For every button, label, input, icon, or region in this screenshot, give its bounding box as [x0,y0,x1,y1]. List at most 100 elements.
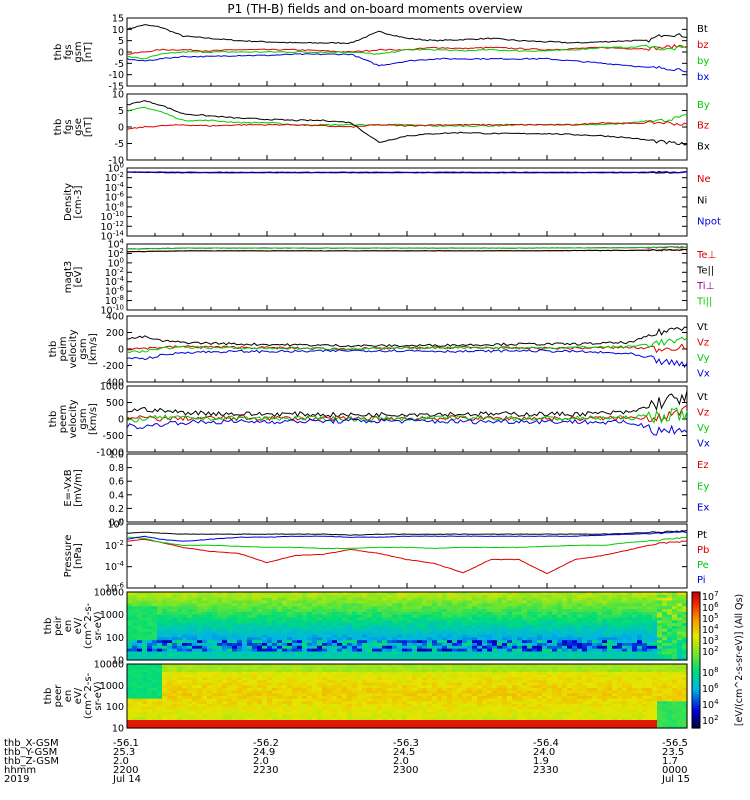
legend-entry: Vx [697,439,710,450]
spectrogram-cell [332,643,338,647]
spectrogram-cell [247,680,253,684]
spectrogram-cell [612,592,618,596]
spectrogram-cell [167,614,173,619]
spectrogram-cell [437,609,443,613]
spectrogram-cell [487,597,493,602]
spectrogram-cell [577,614,583,619]
spectrogram-cell [157,690,163,694]
spectrogram-cell [677,611,683,616]
spectrogram-cell [352,706,358,710]
spectrogram-cell [537,631,543,636]
spectrogram-cell [322,643,328,647]
spectrogram-cell [302,677,308,681]
spectrogram-cell [597,614,603,619]
spectrogram-cell [337,634,343,638]
spectrogram-cell [302,640,308,644]
spectrogram-cell [427,674,433,678]
spectrogram-cell [192,592,198,596]
spectrogram-cell [562,594,568,599]
spectrogram-cell [172,690,178,694]
spectrogram-cell [367,654,373,658]
spectrogram-cell [347,637,353,641]
spectrogram-cell [302,609,308,613]
spectrogram-cell [302,717,308,721]
spectrogram-cell [272,657,278,661]
spectrogram-cell [307,666,313,670]
spectrogram-cell [287,666,293,670]
spectrogram-cell [432,664,438,668]
spectrogram-cell [337,654,343,658]
spectrogram-cell [567,626,573,630]
spectrogram-cell [137,696,143,700]
spectrogram-cell [572,620,578,624]
spectrogram-cell [287,696,293,700]
spectrogram-cell [607,609,613,613]
spectrogram-cell [552,597,558,602]
spectrogram-cell [327,709,333,713]
spectrogram-cell [447,614,453,619]
y-axis-label: thb peir en eV/(cm^2-s-sr-eV) [43,602,104,649]
spectrogram-cell [472,680,478,684]
spectrogram-cell [272,720,278,724]
spectrogram-cell [517,600,523,604]
spectrogram-cell [392,696,398,700]
spectrogram-cell [397,701,403,705]
spectrogram-cell [512,623,518,627]
spectrogram-cell [662,626,668,630]
spectrogram-cell [387,674,393,678]
spectrogram-cell [492,706,498,710]
spectrogram-cell [312,666,318,670]
spectrogram-cell [367,640,373,644]
spectrogram-cell [567,643,573,647]
spectrogram-cell [142,623,148,627]
spectrogram-cell [192,611,198,616]
spectrogram-cell [657,620,663,624]
spectrogram-cell [542,606,548,610]
spectrogram-cell [317,640,323,644]
spectrogram-cell [607,592,613,596]
spectrogram-cell [257,704,263,708]
spectrogram-cell [652,617,658,621]
spectrogram-cell [582,643,588,647]
spectrogram-cell [412,698,418,702]
spectrogram-cell [247,626,253,630]
spectrogram-cell [147,657,153,661]
spectrogram-cell [337,648,343,653]
spectrogram-cell [572,651,578,655]
spectrogram-cell [497,623,503,627]
spectrogram-cell [482,682,488,686]
spectrogram-cell [167,600,173,604]
spectrogram-cell [317,722,323,726]
spectrogram-cell [432,680,438,684]
spectrogram-cell [497,720,503,724]
spectrogram-cell [252,600,258,604]
spectrogram-cell [227,631,233,636]
spectrogram-cell [152,657,158,661]
spectrogram-cell [377,682,383,686]
spectrogram-cell [357,720,363,724]
spectrogram-cell [172,664,178,668]
spectrogram-cell [432,654,438,658]
spectrogram-cell [392,690,398,694]
spectrogram-cell [372,693,378,697]
spectrogram-cell [597,657,603,661]
spectrogram-cell [507,645,513,650]
spectrogram-cell [302,688,308,692]
panel-frame [126,17,688,87]
spectrogram-cell [397,696,403,700]
spectrogram-cell [367,626,373,630]
spectrogram-cell [157,628,163,633]
spectrogram-cell [452,709,458,713]
spectrogram-cell [582,614,588,619]
spectrogram-cell [222,623,228,627]
spectrogram-cell [357,685,363,689]
spectrogram-cell [322,626,328,630]
spectrogram-cell [242,623,248,627]
spectrogram-cell [457,725,463,729]
y-axis-label: Density [cm-3] [63,183,84,221]
spectrogram-cell [162,664,168,668]
spectrogram-cell [362,714,368,718]
spectrogram-cell [197,654,203,658]
spectrogram-cell [337,666,343,670]
spectrogram-cell [277,714,283,718]
